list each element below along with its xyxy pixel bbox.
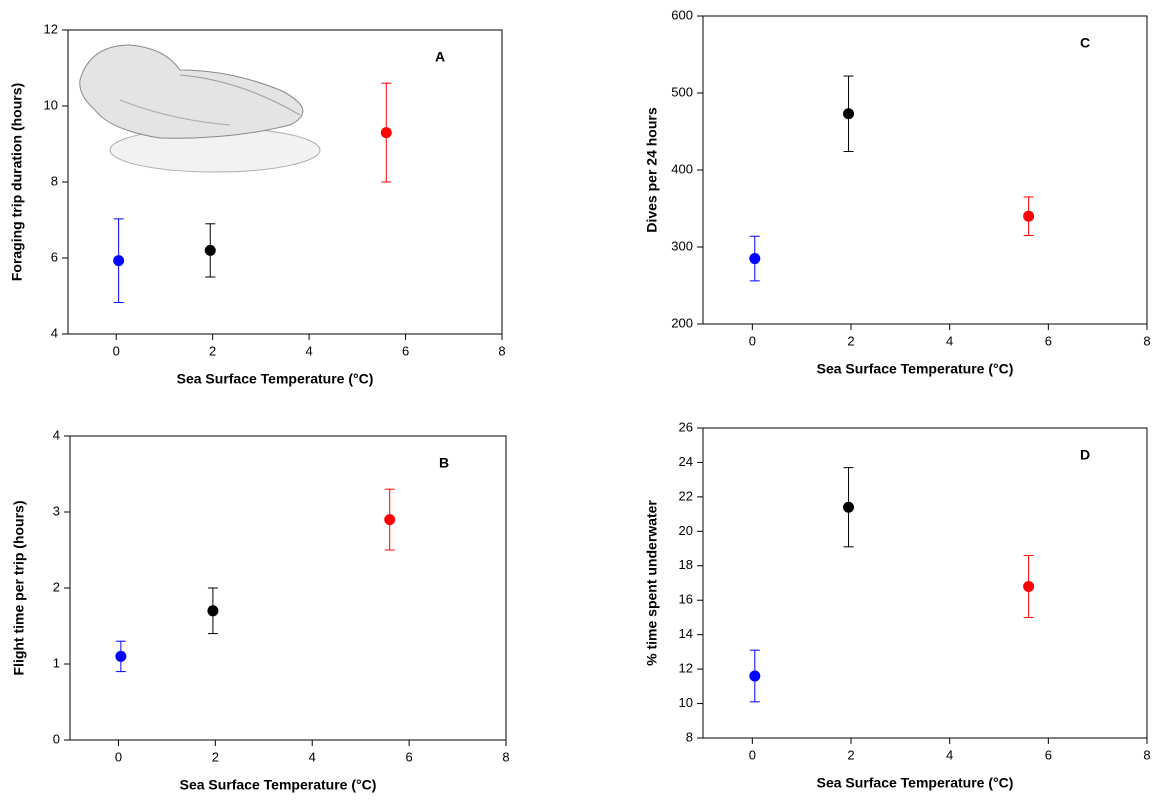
x-tick-label: 0 [115,749,122,764]
x-tick-label: 0 [749,333,756,348]
point [843,108,855,120]
y-tick-label: 20 [679,523,693,538]
x-tick-label: 2 [212,749,219,764]
x-tick-label: 0 [113,343,120,358]
x-tick-label: 8 [498,343,505,358]
y-tick-label: 18 [679,557,693,572]
point [207,605,219,617]
y-tick-label: 10 [679,695,693,710]
y-tick-label: 8 [51,173,58,188]
x-tick-label: 2 [847,333,854,348]
point [749,253,761,265]
y-tick-label: 12 [44,21,58,36]
point [115,650,127,662]
y-tick-label: 600 [671,7,693,22]
bird-illustration [79,44,321,173]
point [384,514,396,526]
y-tick-label: 4 [51,325,58,340]
x-tick-label: 6 [402,343,409,358]
x-axis-label: Sea Surface Temperature (°C) [180,777,377,793]
point [380,127,392,139]
y-axis-label: % time spent underwater [644,500,660,666]
x-tick-label: 4 [305,343,312,358]
x-tick-label: 6 [405,749,412,764]
y-tick-label: 1 [53,655,60,670]
x-tick-label: 4 [946,333,953,348]
point [1023,210,1035,222]
x-tick-label: 8 [1143,333,1150,348]
y-axis-label: Flight time per trip (hours) [11,501,27,676]
x-tick-label: 4 [309,749,316,764]
panel-label: A [435,49,445,65]
point [113,255,125,267]
plot-frame [69,435,507,741]
y-tick-label: 200 [671,315,693,330]
x-axis-label: Sea Surface Temperature (°C) [817,775,1014,791]
y-tick-label: 2 [53,579,60,594]
y-tick-label: 6 [51,249,58,264]
y-tick-label: 300 [671,238,693,253]
y-tick-label: 22 [679,488,693,503]
y-tick-label: 16 [679,592,693,607]
point [749,670,761,682]
y-tick-label: 4 [53,427,60,442]
x-tick-label: 4 [946,747,953,762]
plot-frame [702,15,1148,325]
x-axis-label: Sea Surface Temperature (°C) [817,361,1014,377]
y-tick-label: 3 [53,503,60,518]
y-tick-label: 12 [679,661,693,676]
point [843,501,855,513]
x-tick-label: 8 [1143,747,1150,762]
x-tick-label: 2 [209,343,216,358]
x-tick-label: 6 [1045,333,1052,348]
y-axis-label: Dives per 24 hours [644,107,660,232]
x-tick-label: 6 [1045,747,1052,762]
y-tick-label: 400 [671,161,693,176]
panel-label: B [439,455,449,471]
x-axis-label: Sea Surface Temperature (°C) [177,371,374,387]
y-tick-label: 0 [53,731,60,746]
y-axis-label: Foraging trip duration (hours) [9,83,25,281]
y-tick-label: 10 [44,97,58,112]
plot-frame [702,427,1148,739]
x-tick-label: 2 [847,747,854,762]
point [204,244,216,256]
y-tick-label: 500 [671,84,693,99]
y-tick-label: 8 [686,729,693,744]
x-tick-label: 8 [502,749,509,764]
y-tick-label: 14 [679,626,693,641]
y-tick-label: 24 [679,454,693,469]
x-tick-label: 0 [749,747,756,762]
y-tick-label: 26 [679,419,693,434]
panel-label: C [1080,35,1090,51]
panel-label: D [1080,447,1090,463]
point [1023,580,1035,592]
